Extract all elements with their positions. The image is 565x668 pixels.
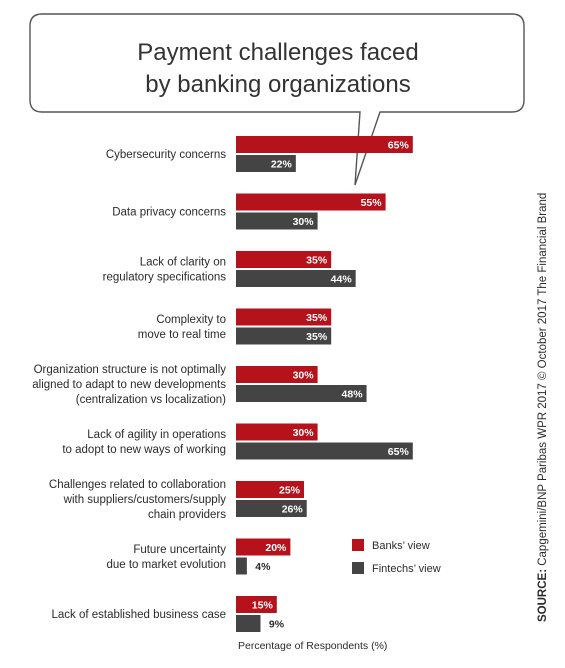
bar-value-label-fintechs: 26% bbox=[282, 504, 304, 516]
legend-label-fintechs: Fintechs’ view bbox=[372, 563, 441, 575]
chart-title-line: Payment challenges faced bbox=[137, 39, 419, 66]
bar-value-label-banks: 30% bbox=[293, 427, 315, 439]
source-text: Capgemini/BNP Paribas WPR 2017 © October… bbox=[537, 193, 549, 569]
bar-banks bbox=[236, 251, 332, 268]
bar-value-label-banks: 65% bbox=[388, 140, 410, 152]
x-axis-label: Percentage of Respondents (%) bbox=[238, 640, 387, 652]
bar-value-label-fintechs: 22% bbox=[271, 159, 293, 171]
category-label-line: move to real time bbox=[138, 329, 226, 341]
category-label: Complexity to move to real time bbox=[138, 314, 226, 341]
category-label-line: (centralization vs localization) bbox=[76, 394, 226, 406]
category-label-line: Complexity to bbox=[156, 314, 226, 326]
bar-value-label-banks: 30% bbox=[293, 370, 315, 382]
bar-value-label-fintechs: 4% bbox=[255, 561, 271, 573]
bar-fintechs bbox=[236, 327, 332, 345]
chart-title-line: by banking organizations bbox=[145, 71, 411, 98]
category-label-line: Future uncertainty bbox=[133, 544, 226, 556]
category-label: Challenges related to collaboration with … bbox=[49, 479, 226, 521]
bar-value-label-banks: 35% bbox=[306, 255, 328, 267]
bar-banks bbox=[236, 481, 304, 498]
bar-banks bbox=[236, 366, 318, 383]
bar-banks bbox=[236, 596, 277, 613]
bar-fintechs bbox=[236, 270, 356, 287]
category-label-line: regulatory specifications bbox=[103, 272, 227, 284]
bar-banks bbox=[236, 308, 332, 326]
category-label-line: Organization structure is not optimally bbox=[34, 364, 227, 376]
category-label-line: Challenges related to collaboration bbox=[49, 479, 226, 491]
legend-label-banks: Banks’ view bbox=[372, 540, 430, 552]
bar-value-label-banks: 20% bbox=[265, 542, 287, 554]
bar-value-label-fintechs: 30% bbox=[293, 216, 315, 228]
category-label: Lack of clarity on regulatory specificati… bbox=[103, 257, 227, 284]
bar-value-label-fintechs: 35% bbox=[306, 331, 328, 343]
bar-banks bbox=[236, 423, 318, 441]
bar-fintechs bbox=[236, 557, 247, 575]
bar-value-label-fintechs: 48% bbox=[342, 389, 364, 401]
category-label-line: Data privacy concerns bbox=[112, 207, 226, 219]
category-label-line: Cybersecurity concerns bbox=[106, 149, 226, 161]
category-label-line: Lack of established business case bbox=[51, 609, 226, 621]
bar-value-label-banks: 55% bbox=[361, 197, 383, 209]
legend-swatch-fintechs bbox=[352, 562, 364, 574]
bar-value-label-banks: 35% bbox=[306, 312, 328, 324]
bar-fintechs bbox=[236, 615, 261, 632]
source-prefix: SOURCE: bbox=[537, 569, 549, 622]
bar-fintechs bbox=[236, 155, 296, 172]
category-label-line: Lack of clarity on bbox=[140, 257, 226, 269]
category-label-line: due to market evolution bbox=[106, 559, 226, 571]
bar-value-label-fintechs: 44% bbox=[331, 274, 353, 286]
bar-banks bbox=[236, 538, 291, 556]
category-label-line: Lack of agility in operations bbox=[87, 429, 226, 441]
category-label: Organization structure is not optimally a… bbox=[32, 364, 226, 406]
bar-fintechs bbox=[236, 212, 318, 230]
bar-fintechs bbox=[236, 385, 367, 402]
title-callout: Payment challenges faced by banking organ… bbox=[29, 13, 525, 186]
bar-value-label-fintechs: 9% bbox=[269, 619, 285, 631]
bar-value-label-fintechs: 65% bbox=[388, 446, 410, 458]
category-label-line: aligned to adapt to new developments bbox=[32, 379, 226, 391]
source-note: SOURCE: Capgemini/BNP Paribas WPR 2017 ©… bbox=[537, 193, 549, 622]
category-label: Cybersecurity concerns bbox=[106, 149, 226, 161]
category-label-line: with suppliers/customers/supply bbox=[63, 494, 227, 506]
category-label: Future uncertainty due to market evolutio… bbox=[106, 544, 226, 571]
bar-fintechs bbox=[236, 500, 307, 517]
bar-banks bbox=[236, 193, 386, 211]
bar-banks bbox=[236, 136, 413, 153]
category-label: Lack of agility in operations to adopt to… bbox=[62, 429, 226, 456]
bar-value-label-banks: 15% bbox=[252, 600, 274, 612]
category-label-line: to adopt to new ways of working bbox=[62, 444, 226, 456]
legend-swatch-banks bbox=[352, 539, 364, 551]
category-label-line: chain providers bbox=[148, 509, 226, 521]
category-label: Data privacy concerns bbox=[112, 207, 226, 219]
category-label: Lack of established business case bbox=[51, 609, 226, 621]
bar-value-label-banks: 25% bbox=[279, 485, 301, 497]
bar-fintechs bbox=[236, 442, 413, 460]
